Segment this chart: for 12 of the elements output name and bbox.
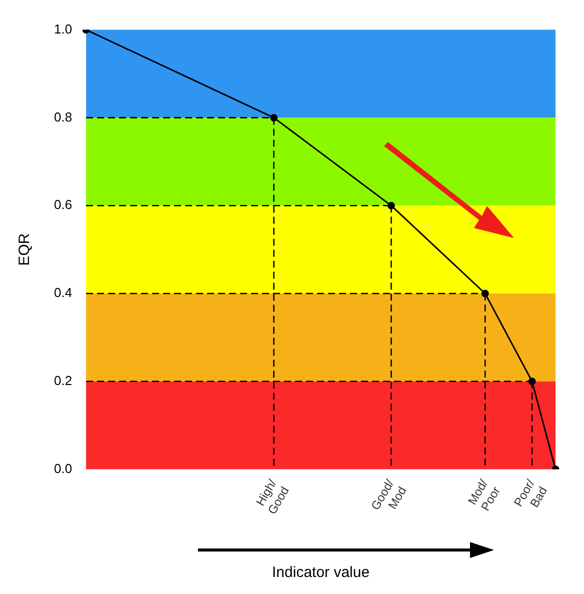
point: [387, 202, 395, 210]
y-tick-label: 0.4: [54, 285, 72, 300]
y-tick-label: 1.0: [54, 21, 72, 36]
y-axis-title: EQR: [16, 233, 34, 266]
point: [270, 114, 278, 122]
y-tick-label: 0.2: [54, 372, 72, 388]
y-tick-label: 0.6: [54, 197, 72, 212]
y-tick-label: 0.0: [54, 460, 72, 476]
y-tick-label: 0.8: [54, 109, 72, 124]
point: [528, 378, 536, 386]
x-axis-title: Indicator value: [272, 564, 370, 582]
point: [481, 290, 489, 298]
